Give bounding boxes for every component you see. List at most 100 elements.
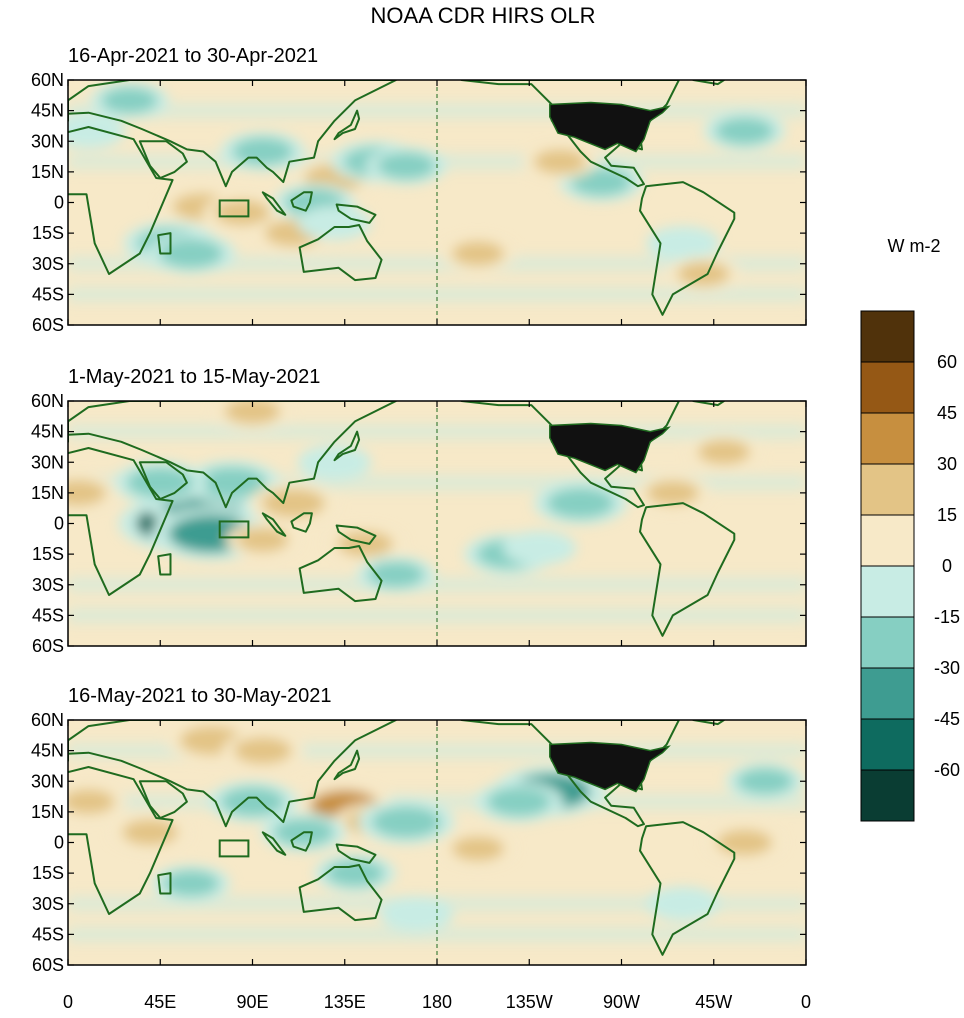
x-tick-label-5: 180 bbox=[422, 992, 452, 1012]
panel-1-anomaly-11 bbox=[308, 210, 361, 236]
panel-3-anomaly-16 bbox=[656, 891, 710, 917]
x-tick-label-3: 90E bbox=[236, 992, 268, 1012]
panel-1-usa-counties bbox=[549, 101, 671, 153]
panel-1-coast-madagascar bbox=[157, 232, 172, 255]
panel-3-anomaly-15 bbox=[737, 768, 793, 795]
colorbar-label-9: -60 bbox=[934, 760, 960, 780]
panel-3-coastlines bbox=[68, 720, 736, 956]
colorbar-box-4 bbox=[860, 463, 915, 516]
x-tick-label-1: 0 bbox=[63, 992, 73, 1012]
panel-3-coast-borneo bbox=[290, 831, 313, 852]
colorbar-box-10 bbox=[860, 769, 915, 822]
colorbar-box-1 bbox=[860, 310, 915, 363]
panel-1-coast-iceland bbox=[761, 72, 777, 74]
colorbar-box-3 bbox=[860, 412, 915, 465]
panel-3-ytick-label-1: 60N bbox=[31, 710, 64, 730]
panel-3-anomaly-13 bbox=[326, 859, 384, 887]
panel-3-coast-japan bbox=[333, 749, 361, 781]
panel-1-anomaly-2 bbox=[214, 199, 271, 226]
panel-1-coast-borneo bbox=[290, 191, 313, 212]
x-tick-label-8: 45W bbox=[695, 992, 732, 1012]
panel-3-anomaly-2 bbox=[233, 737, 292, 765]
colorbar-box-9 bbox=[860, 718, 915, 771]
x-axis-labels: 0 45E 90E 135E 180 135W 90W 45W 0 bbox=[63, 992, 811, 1012]
panel-2-ytick-label-7: 30S bbox=[32, 575, 64, 595]
panel-2-coast-eurasia bbox=[68, 401, 397, 509]
panel-1-coast-japan bbox=[333, 109, 361, 141]
chart-title: NOAA CDR HIRS OLR bbox=[371, 3, 596, 28]
panel-2-coastlines bbox=[68, 393, 777, 637]
panel-2-anomaly-4 bbox=[197, 467, 267, 499]
panel-1-coast-arabia bbox=[138, 140, 188, 179]
panel-1-coast-eurasia bbox=[68, 80, 397, 188]
panel-2-anomaly-11 bbox=[513, 535, 566, 561]
panel-2-coast-greenland_edge bbox=[692, 401, 725, 407]
panel-2-coast-newguinea bbox=[335, 524, 377, 545]
panel-2-anomaly-13 bbox=[646, 480, 699, 506]
panel-1-coast-southamerica bbox=[639, 181, 736, 316]
panel-1-anomaly-15 bbox=[715, 117, 774, 145]
panel-1-ytick-label-7: 30S bbox=[32, 254, 64, 274]
panel-3-coast-eurasia bbox=[68, 720, 397, 828]
panel-1-band-4 bbox=[68, 286, 806, 303]
colorbar-units: W m-2 bbox=[888, 236, 941, 256]
panel-2-anomaly-7 bbox=[261, 488, 326, 518]
panel-3-coast-africa bbox=[68, 766, 174, 915]
panel-3-coast-greenland_edge bbox=[692, 720, 725, 726]
panel-1-region-box bbox=[218, 199, 250, 218]
panel-2-coast-madagascar bbox=[157, 553, 172, 576]
colorbar-label-7: -30 bbox=[934, 658, 960, 678]
panel-1-ytick-label-8: 45S bbox=[32, 284, 64, 304]
panel-3-y-axis: 60N 45N 30N 15N 0 15S 30S 45S 60S bbox=[31, 710, 806, 975]
panel-1-ytick-label-4: 15N bbox=[31, 162, 64, 182]
panel-2-anomaly-14 bbox=[697, 439, 751, 465]
panel-1-ytick-label-9: 60S bbox=[32, 315, 64, 335]
panel-2-ytick-label-5: 0 bbox=[54, 514, 64, 534]
panel-3-anomaly-17 bbox=[390, 901, 443, 927]
panel-3-ytick-label-3: 30N bbox=[31, 771, 64, 791]
panel-1-anomaly-12 bbox=[570, 168, 632, 196]
panel-3-coast-madagascar bbox=[157, 872, 172, 895]
panel-3-ytick-label-2: 45N bbox=[31, 741, 64, 761]
panel-2-anomaly-9 bbox=[236, 527, 289, 553]
panel-1-ytick-label-5: 0 bbox=[54, 193, 64, 213]
panel-2-region-box bbox=[218, 520, 250, 539]
panel-1-anomaly-17 bbox=[101, 87, 158, 114]
panel-3-anomaly-6 bbox=[68, 789, 115, 814]
panel-2-coast-iceland bbox=[761, 393, 777, 395]
panel-3-anomaly-5 bbox=[122, 819, 178, 846]
panel-2-coast-japan bbox=[333, 430, 361, 462]
panel-1-anomaly-6 bbox=[377, 152, 436, 180]
panel-3-anomaly-18 bbox=[163, 870, 219, 897]
panel-3-coast-sumatra bbox=[261, 831, 287, 856]
panel-2-subtitle: 1-May-2021 to 15-May-2021 bbox=[68, 366, 320, 388]
panel-3-x-axis-ticks bbox=[67, 720, 807, 965]
panel-3-ytick-label-4: 15N bbox=[31, 802, 64, 822]
panel-3-ytick-label-5: 0 bbox=[54, 833, 64, 853]
panel-1-ytick-label-2: 45N bbox=[31, 101, 64, 121]
colorbar-box-8 bbox=[860, 667, 915, 720]
panel-1-ytick-label-3: 30N bbox=[31, 131, 64, 151]
panel-1-ytick-label-1: 60N bbox=[31, 70, 64, 90]
panel-1-anomaly-18 bbox=[656, 231, 710, 256]
panel-3-region-box bbox=[218, 839, 250, 858]
panel-1-coastlines bbox=[68, 72, 777, 316]
panel-2-ytick-label-1: 60N bbox=[31, 391, 64, 411]
panel-2-coast-africa bbox=[68, 447, 174, 596]
panel-1-subtitle: 16-Apr-2021 to 30-Apr-2021 bbox=[68, 45, 318, 67]
panel-2-y-axis: 60N 45N 30N 15N 0 15S 30S 45S 60S bbox=[31, 391, 806, 656]
panel-2-coast-sumatra bbox=[261, 512, 287, 537]
panel-2-coast-arabia bbox=[138, 461, 188, 500]
panel-2-anomaly-12 bbox=[547, 487, 614, 519]
panel-3-anomaly-14 bbox=[716, 829, 773, 856]
panel-3-usa-counties bbox=[549, 741, 671, 793]
x-tick-label-9: 0 bbox=[801, 992, 811, 1012]
panel-2-coast-southamerica bbox=[639, 502, 736, 637]
panel-3-anomaly-12 bbox=[451, 836, 505, 861]
panel-3: 16-May-2021 to 30-May-2021 60N 45N 30N 15N 0… bbox=[31, 685, 807, 975]
panel-1-coast-sumatra bbox=[261, 191, 287, 216]
panel-2: 1-May-2021 to 15-May-2021 60N 45N 30N 15N 0 1… bbox=[31, 366, 807, 656]
panel-3-ytick-label-8: 45S bbox=[32, 924, 64, 944]
panel-1-anomaly-13 bbox=[533, 149, 587, 174]
